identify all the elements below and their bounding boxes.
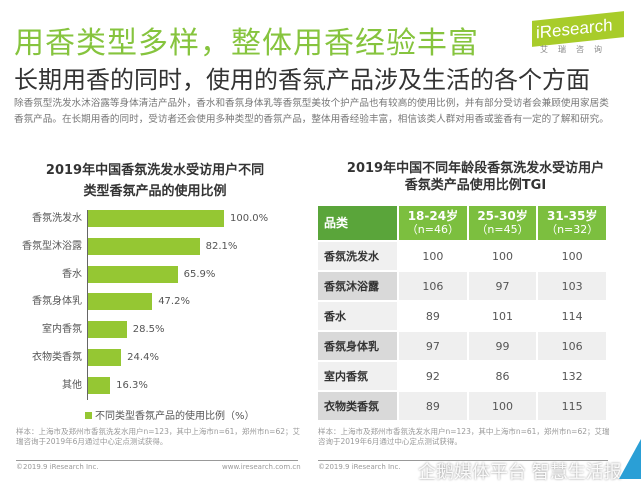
bar xyxy=(88,265,178,283)
bar-row: 香氛身体乳 47.2% xyxy=(0,293,310,311)
left-url: www.iresearch.com.cn xyxy=(222,463,301,471)
tgi-value: 106 xyxy=(538,332,606,360)
category-label: 香氛洗发水 xyxy=(32,213,82,224)
corner-decoration xyxy=(619,439,641,479)
header-age-25-30: 25-30岁 （n=45） xyxy=(468,206,537,240)
legend-swatch xyxy=(85,412,92,419)
category-label: 香氛身体乳 xyxy=(32,296,82,308)
data-label: 82.1% xyxy=(205,240,238,252)
header-category: 品类 xyxy=(318,206,398,240)
category-label: 香氛型沐浴露 xyxy=(22,240,82,252)
data-label: 100.0% xyxy=(230,213,269,224)
legend-label: 不同类型香氛产品的使用比例（%） xyxy=(95,411,255,422)
tgi-value: 86 xyxy=(495,369,510,383)
row-category: 香氛身体乳 xyxy=(318,332,398,360)
category-label: 香水 xyxy=(62,268,82,280)
bar xyxy=(88,210,224,227)
chart-axis xyxy=(87,210,88,400)
category-label: 室内香氛 xyxy=(42,324,82,336)
data-label: 65.9% xyxy=(183,268,216,280)
table-row: 衣物类香氛 89 100 115 xyxy=(318,392,606,420)
category-label: 衣物类香氛 xyxy=(32,352,82,363)
data-label: 24.4% xyxy=(127,352,159,363)
left-sample-note: 样本：上海市及郑州市香氛洗发水用户n=123，其中上海市n=61，郑州市n=62… xyxy=(16,427,301,446)
right-divider xyxy=(318,460,608,461)
bar-row: 香氛洗发水 100.0% xyxy=(0,210,310,228)
tgi-value: 101 xyxy=(492,309,514,323)
tgi-table: 品类 18-24岁 （n=46） 25-30岁 （n=45） 31-35岁 （n=32… xyxy=(316,204,608,422)
bar-row: 香氛型沐浴露 82.1% xyxy=(0,237,310,256)
table-row: 香氛洗发水 100 100 100 xyxy=(318,242,606,270)
bar xyxy=(88,293,153,311)
table-title-line2: 香氛类产品使用比例TGI xyxy=(404,178,547,193)
bar-chart-title: 2019年中国香氛洗发水受访用户不同 类型香氛产品的使用比例 xyxy=(0,160,310,202)
category-label: 其他 xyxy=(62,379,82,391)
bar-chart-title-line2: 类型香氛产品的使用比例 xyxy=(83,184,227,199)
tgi-value: 114 xyxy=(561,309,583,323)
page-subtitle: 长期用香的同时，使用的香氛产品涉及生活的各个方面 xyxy=(14,66,590,94)
table-title-line1: 2019年中国不同年龄段香氛洗发水受访用户 xyxy=(346,161,605,176)
bar-row: 其他 16.3% xyxy=(0,376,310,395)
table-title: 2019年中国不同年龄段香氛洗发水受访用户 香氛类产品使用比例TGI xyxy=(310,160,641,194)
data-label: 47.2% xyxy=(158,296,190,308)
right-copyright: ©2019.9 iResearch Inc. xyxy=(318,463,401,471)
tgi-value: 97 xyxy=(468,272,537,300)
data-label: 28.5% xyxy=(132,324,165,336)
iresearch-logo: iResearch xyxy=(532,11,624,47)
row-category: 香氛洗发水 xyxy=(318,242,398,270)
tgi-value: 92 xyxy=(425,369,440,383)
row-category: 室内香氛 xyxy=(318,362,398,390)
chart-legend: 不同类型香氛产品的使用比例（%） xyxy=(85,410,255,423)
bar-row: 衣物类香氛 24.4% xyxy=(0,349,310,367)
bar-chart: 香氛洗发水 100.0% 香氛型沐浴露 82.1% 香水 65.9% 香氛身体乳 47… xyxy=(0,205,310,405)
right-sample-note: 样本：上海市及郑州市香氛洗发水用户n=123，其中上海市n=61，郑州市n=62… xyxy=(318,427,610,446)
bar-row: 室内香氛 28.5% xyxy=(0,321,310,339)
table-row: 香水 89 101 114 xyxy=(318,302,606,330)
tgi-value: 106 xyxy=(399,272,467,300)
tgi-value: 100 xyxy=(468,392,537,420)
tgi-value: 115 xyxy=(538,392,606,420)
row-category: 香氛沐浴露 xyxy=(318,272,398,300)
left-divider xyxy=(16,460,298,461)
table-row: 香氛沐浴露 106 97 103 xyxy=(318,272,606,300)
bar xyxy=(88,237,200,255)
tgi-value: 100 xyxy=(422,249,444,263)
tgi-value: 99 xyxy=(468,332,537,360)
table-row: 香氛身体乳 97 99 106 xyxy=(318,332,606,360)
bar xyxy=(88,321,127,339)
tgi-value: 100 xyxy=(561,249,583,263)
row-category: 香水 xyxy=(318,302,398,330)
tgi-value: 100 xyxy=(492,249,514,263)
left-copyright: ©2019.9 iResearch Inc. xyxy=(16,463,99,471)
table-row: 室内香氛 92 86 132 xyxy=(318,362,606,390)
watermark: 企鹅媒体平台 智慧生活报 xyxy=(418,462,622,483)
logo-subtext: 艾瑞咨询 xyxy=(540,45,612,54)
header-age-31-35: 31-35岁 （n=32） xyxy=(538,206,606,240)
tgi-value: 103 xyxy=(538,272,606,300)
intro-paragraph: 除香氛型洗发水沐浴露等身体清洁产品外，香水和香氛身体乳等香氛型美妆个护产品也有较… xyxy=(14,98,609,125)
tgi-value: 89 xyxy=(399,392,467,420)
bar xyxy=(88,376,111,394)
page-title: 用香类型多样，整体用香经验丰富 xyxy=(14,26,479,61)
header-age-18-24: 18-24岁 （n=46） xyxy=(399,206,467,240)
bar-chart-title-line1: 2019年中国香氛洗发水受访用户不同 xyxy=(45,163,265,178)
tgi-value: 89 xyxy=(425,309,440,323)
bar-row: 香水 65.9% xyxy=(0,265,310,284)
data-label: 16.3% xyxy=(116,379,148,391)
tgi-value: 97 xyxy=(399,332,467,360)
tgi-value: 132 xyxy=(561,369,583,383)
row-category: 衣物类香氛 xyxy=(318,392,398,420)
bar xyxy=(88,349,122,366)
